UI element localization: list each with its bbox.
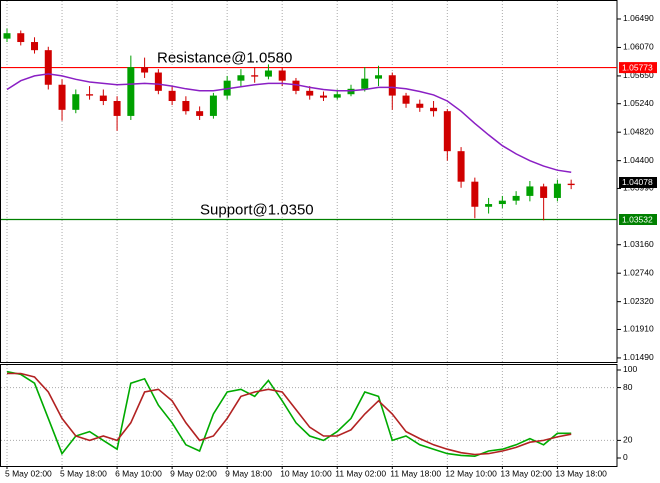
x-tick-label: 5 May 18:00	[60, 468, 107, 478]
annotation: Support@1.0350	[200, 201, 314, 218]
candle-body	[443, 111, 451, 152]
y-tick-label: 1.06070	[623, 42, 654, 52]
price-box-label: 1.03532	[622, 214, 653, 224]
candle-body	[319, 95, 327, 98]
x-tick-label: 13 May 18:00	[555, 468, 607, 478]
candle-body	[278, 70, 286, 81]
candle-body	[361, 78, 369, 89]
y-tick-label: 1.06490	[623, 13, 654, 23]
annotation: Resistance@1.0580	[157, 50, 292, 67]
panel-frame	[0, 0, 618, 363]
candle-body	[512, 195, 520, 201]
y-tick-label: 1.01490	[623, 352, 654, 362]
x-tick-label: 6 May 10:00	[115, 468, 162, 478]
candle-body	[17, 33, 25, 43]
price-box	[619, 62, 657, 74]
candle-body	[31, 42, 39, 51]
y-tick-label: 1.04820	[623, 126, 654, 136]
moving-average	[6, 73, 572, 173]
y-tick-label: 20	[623, 435, 633, 445]
candle-body	[416, 103, 424, 108]
price-box	[619, 176, 657, 188]
candle-body	[375, 75, 383, 79]
candle-body	[141, 67, 149, 73]
y-tick-label: 1.05240	[623, 98, 654, 108]
price-box-label: 1.05773	[622, 62, 653, 72]
y-tick-label: 80	[623, 382, 633, 392]
stochastic-line	[7, 372, 572, 456]
candle-body	[251, 75, 259, 77]
y-tick-label: 100	[623, 364, 637, 374]
candle-body	[182, 101, 190, 112]
candle-body	[498, 200, 506, 205]
panel-frame	[0, 364, 618, 467]
y-tick-label: 1.05650	[623, 70, 654, 80]
price-box	[619, 214, 657, 226]
price-box-label: 1.04078	[622, 177, 653, 187]
candle-body	[154, 72, 162, 91]
candle-body	[333, 94, 341, 98]
y-tick-label: 1.01910	[623, 324, 654, 334]
x-tick-label: 10 May 10:00	[280, 468, 332, 478]
candle-body	[237, 75, 245, 81]
candle-body	[196, 111, 204, 116]
candle-body	[553, 183, 561, 198]
candle-body	[485, 204, 493, 207]
candle-body	[168, 90, 176, 102]
y-tick-label: 1.02320	[623, 296, 654, 306]
stochastic-line	[6, 370, 572, 458]
candle-body	[264, 70, 272, 77]
x-tick-label: 5 May 02:00	[5, 468, 52, 478]
candle-body	[526, 186, 534, 196]
candle-body	[540, 186, 548, 198]
candle-body	[72, 94, 80, 110]
candle-body	[3, 33, 11, 39]
candle-body	[430, 107, 438, 112]
candle-body	[471, 181, 479, 207]
x-tick-label: 12 May 10:00	[445, 468, 497, 478]
y-tick-label: 1.04400	[623, 155, 654, 165]
x-tick-label: 9 May 18:00	[225, 468, 272, 478]
candle-body	[388, 75, 396, 96]
candle-body	[292, 80, 300, 91]
x-tick-label: 9 May 02:00	[170, 468, 217, 478]
y-tick-label: 1.02740	[623, 267, 654, 277]
x-tick-label: 11 May 18:00	[390, 468, 441, 478]
candle-body	[209, 95, 217, 116]
candle-body	[127, 67, 135, 116]
candle-body	[58, 84, 66, 110]
candle-body	[457, 151, 465, 182]
y-tick-label: 1.03160	[623, 239, 654, 249]
x-tick-label: 11 May 02:00	[335, 468, 386, 478]
candle-body	[402, 95, 410, 104]
y-tick-label: 0	[623, 452, 628, 462]
candle-body	[44, 50, 52, 85]
candle-body	[306, 90, 314, 96]
x-tick-label: 13 May 02:00	[500, 468, 552, 478]
candle-body	[113, 101, 121, 116]
candle-body	[567, 183, 575, 186]
candle-body	[99, 95, 107, 102]
candle-body	[86, 94, 94, 96]
